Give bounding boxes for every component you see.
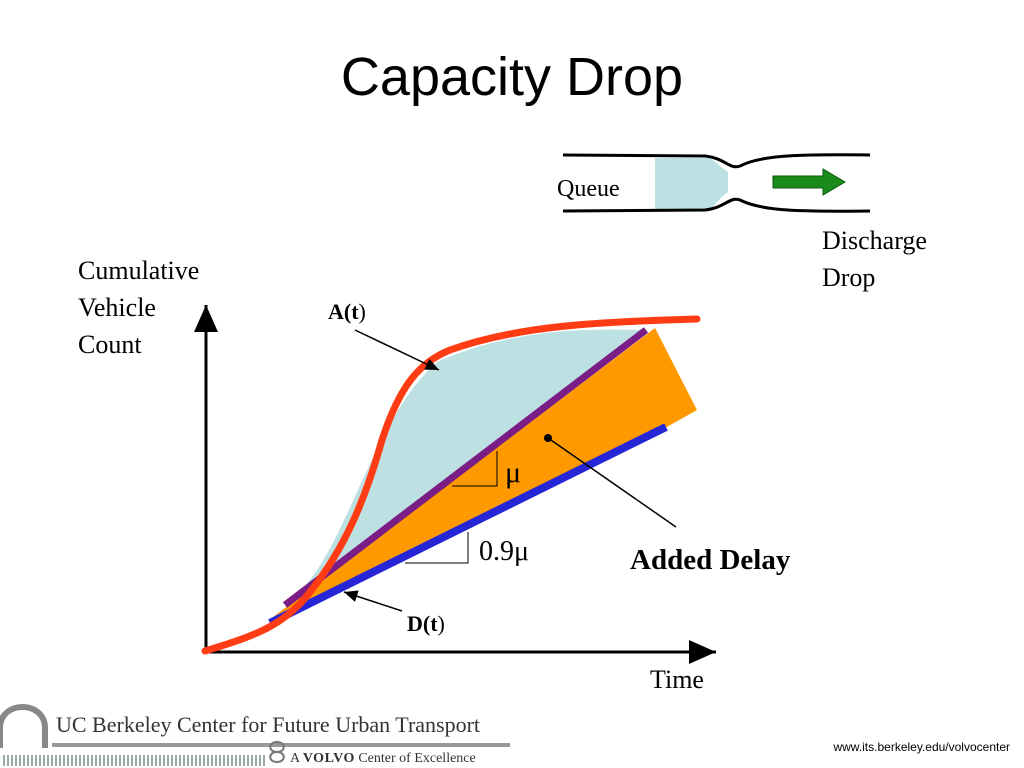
logo-knot [269,740,285,764]
departure-curve [268,423,668,627]
y-axis-label-line: Cumulative [78,256,200,285]
departure-curve-label: D(t) [407,611,445,636]
slope-label-mu: μ [505,456,521,489]
capacity-line [282,327,649,608]
discharge-drop-label: Discharge Drop [822,222,927,296]
slope-triangle-mu [452,451,498,487]
logo-sub-prefix: A [290,751,303,766]
queue-label: Queue [557,176,620,202]
bottleneck-inset: Queue [557,153,871,213]
logo-swoosh [0,704,48,748]
road-top-edge [562,153,871,169]
slope-triangle-reduced [405,532,469,564]
discharge-arrow-icon [772,168,846,196]
logo-title: UC Berkeley Center for Future Urban Tran… [56,712,481,737]
center-logo [0,704,510,766]
logo-sub-brand: VOLVO [302,751,355,766]
logo-barcode [3,755,265,766]
y-axis-label-line: Count [78,330,142,359]
departure-pointer [343,590,403,612]
y-axis-label: Cumulative Vehicle Count [78,252,199,363]
discharge-label-line: Drop [822,263,876,292]
added-delay-area [273,328,697,617]
arrival-curve-label: A(t) [328,299,366,324]
x-axis-label: Time [650,665,704,694]
arrival-curve [201,315,701,655]
added-delay-dot [544,434,552,442]
logo-subtitle: A VOLVO Center of Excellence [290,751,476,767]
slide-title: Capacity Drop [340,47,684,107]
added-delay-pointer [547,437,677,528]
queue-fill [655,158,728,210]
added-delay-label: Added Delay [630,544,791,576]
slope-label-reduced: 0.9μ [479,536,529,567]
footer-url: www.its.berkeley.edu/volvocenter [833,740,1010,754]
discharge-label-line: Discharge [822,226,927,255]
logo-sub-suffix: Center of Excellence [354,751,476,766]
arrival-pointer [354,329,440,371]
y-axis-label-line: Vehicle [78,293,156,322]
road-bottom-edge [562,197,871,213]
